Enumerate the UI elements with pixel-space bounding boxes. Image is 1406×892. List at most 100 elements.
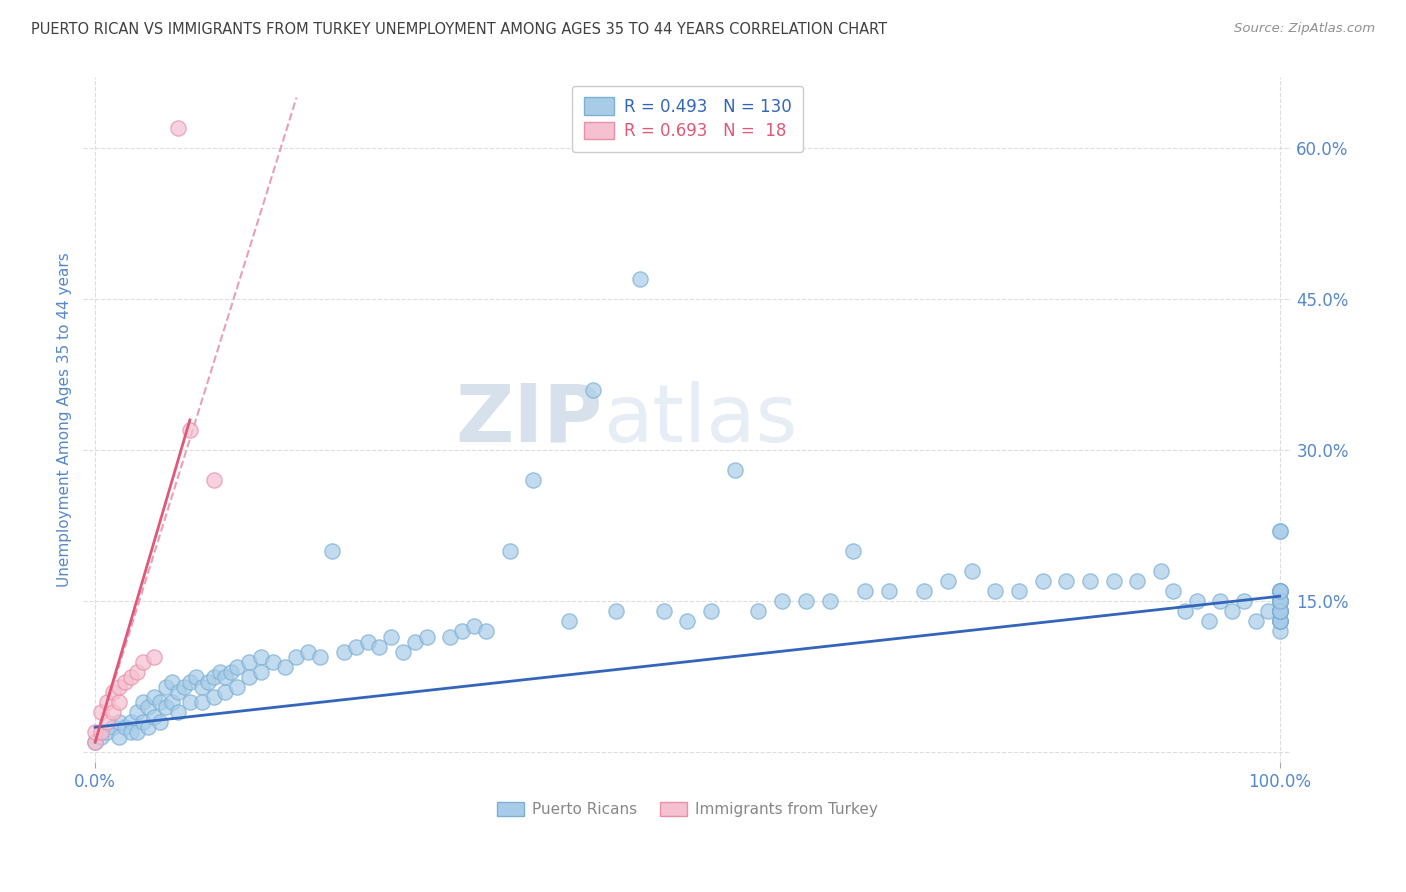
Point [1233, 594, 1256, 608]
Point [818, 594, 841, 608]
Point [747, 604, 769, 618]
Point [1209, 594, 1232, 608]
Point [1198, 615, 1220, 629]
Point [321, 544, 343, 558]
Point [1268, 604, 1291, 618]
Point [1268, 594, 1291, 608]
Point [724, 463, 747, 477]
Point [1174, 604, 1197, 618]
Point [380, 630, 402, 644]
Point [149, 695, 172, 709]
Point [960, 564, 983, 578]
Point [522, 474, 544, 488]
Point [90, 725, 112, 739]
Point [1268, 594, 1291, 608]
Point [1268, 604, 1291, 618]
Point [120, 670, 142, 684]
Point [842, 544, 865, 558]
Point [368, 640, 391, 654]
Point [1126, 574, 1149, 588]
Text: ZIP: ZIP [456, 381, 603, 459]
Point [439, 630, 461, 644]
Point [676, 615, 699, 629]
Point [1268, 604, 1291, 618]
Point [160, 695, 183, 709]
Point [1268, 594, 1291, 608]
Point [143, 710, 166, 724]
Point [1268, 615, 1291, 629]
Point [1268, 584, 1291, 599]
Point [202, 690, 225, 704]
Point [1008, 584, 1031, 599]
Point [273, 659, 295, 673]
Point [190, 695, 212, 709]
Point [131, 655, 153, 669]
Point [877, 584, 900, 599]
Point [197, 674, 219, 689]
Point [770, 594, 793, 608]
Point [208, 665, 231, 679]
Point [179, 695, 201, 709]
Point [90, 705, 112, 719]
Point [214, 685, 236, 699]
Point [628, 272, 651, 286]
Point [179, 674, 201, 689]
Point [1150, 564, 1173, 578]
Point [1268, 604, 1291, 618]
Point [160, 674, 183, 689]
Point [125, 665, 148, 679]
Point [463, 619, 485, 633]
Point [90, 731, 112, 745]
Point [108, 695, 131, 709]
Point [581, 383, 603, 397]
Point [101, 685, 124, 699]
Point [1102, 574, 1125, 588]
Point [297, 645, 319, 659]
Point [700, 604, 723, 618]
Y-axis label: Unemployment Among Ages 35 to 44 years: Unemployment Among Ages 35 to 44 years [58, 252, 72, 587]
Point [1268, 584, 1291, 599]
Point [344, 640, 367, 654]
Point [605, 604, 627, 618]
Point [167, 705, 190, 719]
Point [853, 584, 876, 599]
Point [120, 725, 142, 739]
Point [1268, 615, 1291, 629]
Point [238, 670, 260, 684]
Point [221, 665, 243, 679]
Point [416, 630, 439, 644]
Point [356, 634, 378, 648]
Point [125, 705, 148, 719]
Point [1220, 604, 1243, 618]
Point [108, 731, 131, 745]
Point [114, 674, 136, 689]
Point [1161, 584, 1184, 599]
Point [226, 680, 249, 694]
Point [1032, 574, 1054, 588]
Point [96, 715, 118, 730]
Point [131, 695, 153, 709]
Point [1268, 584, 1291, 599]
Point [404, 634, 426, 648]
Point [499, 544, 522, 558]
Point [190, 680, 212, 694]
Point [167, 685, 190, 699]
Point [167, 120, 190, 135]
Point [138, 720, 160, 734]
Point [1268, 584, 1291, 599]
Point [451, 624, 474, 639]
Point [558, 615, 581, 629]
Point [125, 725, 148, 739]
Point [143, 649, 166, 664]
Point [475, 624, 498, 639]
Point [155, 680, 177, 694]
Point [143, 690, 166, 704]
Point [214, 670, 236, 684]
Point [333, 645, 356, 659]
Point [1268, 615, 1291, 629]
Point [84, 735, 107, 749]
Point [1268, 594, 1291, 608]
Point [149, 715, 172, 730]
Point [101, 705, 124, 719]
Point [1268, 615, 1291, 629]
